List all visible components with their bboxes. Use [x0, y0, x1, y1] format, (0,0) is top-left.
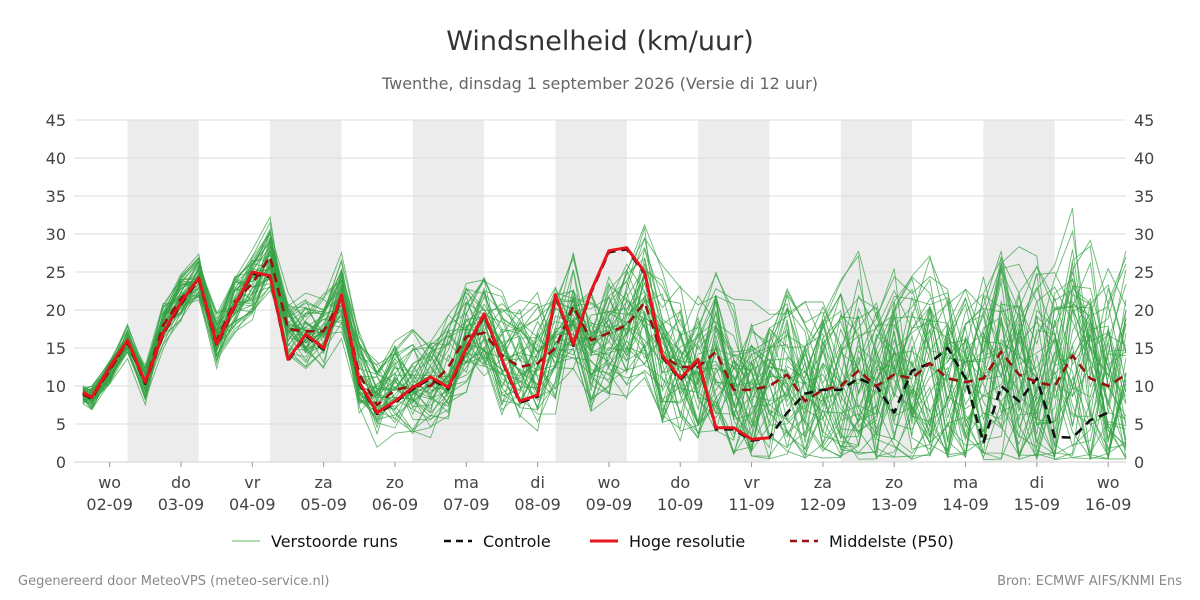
y-tick-label: 10	[46, 377, 66, 396]
perturbed-run-line	[82, 251, 1127, 460]
main-series	[82, 246, 1127, 445]
x-tick-day: zo	[885, 473, 903, 492]
y-tick-label: 0	[1134, 453, 1144, 472]
x-tick-day: do	[171, 473, 191, 492]
perturbed-run-line	[82, 258, 1127, 459]
y-tick-label: 30	[46, 225, 66, 244]
x-tick-day: ma	[454, 473, 479, 492]
series-line-hoge-resolutie	[82, 246, 770, 441]
perturbed-run-line	[82, 249, 1127, 454]
x-tick-date: 04-09	[229, 495, 276, 514]
x-tick-day: wo	[597, 473, 620, 492]
x-tick-date: 09-09	[586, 495, 633, 514]
y-tick-label: 0	[56, 453, 66, 472]
y-tick-label: 30	[1134, 225, 1154, 244]
x-tick-date: 13-09	[871, 495, 918, 514]
legend-label: Hoge resolutie	[629, 532, 745, 551]
x-tick-day: vr	[744, 473, 760, 492]
footer-generated-by: Gegenereerd door MeteoVPS (meteo-service…	[18, 574, 329, 589]
y-tick-label: 20	[1134, 301, 1154, 320]
x-tick-day: do	[670, 473, 690, 492]
legend-label: Middelste (P50)	[829, 532, 954, 551]
x-tick-date: 03-09	[158, 495, 205, 514]
legend-label: Verstoorde runs	[271, 532, 398, 551]
x-tick-day: di	[1030, 473, 1045, 492]
perturbed-run-line	[82, 263, 1127, 444]
y-axis-right: 0 5 10 15 20 25 30 35 40 45	[1134, 111, 1154, 472]
perturbed-run-line	[82, 252, 1127, 458]
y-tick-label: 15	[46, 339, 66, 358]
x-tick-day: di	[530, 473, 545, 492]
x-tick-day: zo	[386, 473, 404, 492]
x-tick-date: 16-09	[1085, 495, 1132, 514]
x-tick-date: 06-09	[372, 495, 419, 514]
chart-title: Windsnelheid (km/uur)	[446, 26, 754, 57]
perturbed-run-line	[82, 251, 1127, 452]
y-tick-label: 45	[46, 111, 66, 130]
legend-label: Controle	[483, 532, 551, 551]
y-tick-label: 40	[46, 149, 66, 168]
x-tick-day: ma	[953, 473, 978, 492]
footer-source: Bron: ECMWF AIFS/KNMI Ens	[997, 574, 1182, 589]
perturbed-run-line	[82, 253, 1127, 452]
x-tick-date: 15-09	[1014, 495, 1061, 514]
perturbed-run-line	[82, 221, 1127, 456]
x-tick-date: 07-09	[443, 495, 490, 514]
series-line-middelste-p50	[82, 255, 1127, 407]
y-tick-label: 10	[1134, 377, 1154, 396]
x-tick-day: wo	[1097, 473, 1120, 492]
y-tick-label: 25	[46, 263, 66, 282]
y-tick-label: 20	[46, 301, 66, 320]
perturbed-run-line	[82, 237, 1127, 456]
x-axis: wo 02-09 do 03-09 vr 04-09 za 05-09 zo 06-09 ma 07-…	[86, 462, 1131, 514]
x-tick-date: 05-09	[300, 495, 347, 514]
y-tick-label: 15	[1134, 339, 1154, 358]
x-tick-day: vr	[244, 473, 260, 492]
y-axis-left: 0 5 10 15 20 25 30 35 40 45	[46, 111, 66, 472]
x-tick-date: 02-09	[86, 495, 133, 514]
y-tick-label: 35	[1134, 187, 1154, 206]
x-tick-date: 14-09	[942, 495, 989, 514]
y-tick-label: 5	[1134, 415, 1144, 434]
x-tick-day: wo	[98, 473, 121, 492]
x-tick-day: za	[814, 473, 832, 492]
y-tick-label: 25	[1134, 263, 1154, 282]
legend: Verstoorde runs Controle Hoge resolutie Mid…	[232, 532, 954, 551]
y-tick-label: 40	[1134, 149, 1154, 168]
x-tick-day: za	[315, 473, 333, 492]
y-tick-label: 35	[46, 187, 66, 206]
y-tick-label: 5	[56, 415, 66, 434]
x-tick-date: 12-09	[800, 495, 847, 514]
x-tick-date: 11-09	[728, 495, 775, 514]
perturbed-run-line	[82, 263, 1127, 444]
y-tick-label: 45	[1134, 111, 1154, 130]
x-tick-date: 08-09	[514, 495, 561, 514]
chart-subtitle: Twenthe, dinsdag 1 september 2026 (Versi…	[381, 74, 818, 93]
x-tick-date: 10-09	[657, 495, 704, 514]
